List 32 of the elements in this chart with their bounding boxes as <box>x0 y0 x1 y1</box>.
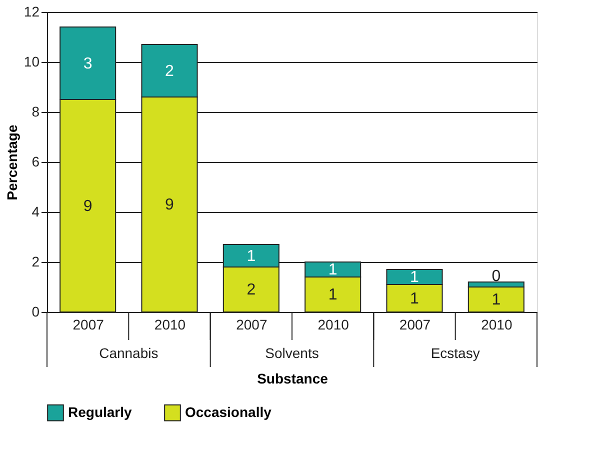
data-label: 1 <box>246 248 256 265</box>
y-tick-label: 4 <box>32 204 40 220</box>
x-tick-label: 2010 <box>481 316 512 332</box>
text: Solvents <box>265 345 319 361</box>
data-label: 1 <box>410 269 420 286</box>
data-label: 3 <box>83 55 92 72</box>
x-axis-title: Substance <box>257 370 328 386</box>
legend-label: Regularly <box>68 404 132 420</box>
y-tick-label: 10 <box>24 54 40 70</box>
y-tick-label: 2 <box>32 254 40 270</box>
data-label: 9 <box>165 196 174 214</box>
y-tick-label: 8 <box>32 104 40 120</box>
legend-label: Occasionally <box>185 404 272 420</box>
y-tick-label: 12 <box>24 4 40 20</box>
y-tick-label: 0 <box>32 304 40 320</box>
text: Cannabis <box>99 345 158 361</box>
data-label: 1 <box>410 290 420 308</box>
y-axis-title: Percentage <box>4 124 20 200</box>
data-label: 1 <box>328 262 338 278</box>
data-label: 2 <box>246 282 256 298</box>
y-tick-label: 6 <box>32 154 40 170</box>
data-label: 1 <box>328 286 338 304</box>
data-label: 9 <box>83 198 92 215</box>
x-tick-label: 2010 <box>318 316 350 332</box>
x-tick-label: 2007 <box>236 316 268 332</box>
data-label: 2 <box>165 62 174 80</box>
x-tick-label: 2007 <box>399 316 431 332</box>
x-tick-label: 2007 <box>72 316 104 332</box>
data-label: 0 <box>492 268 501 285</box>
data-label: 1 <box>492 292 501 308</box>
text: Ecstasy <box>430 345 480 361</box>
x-tick-label: 2010 <box>154 316 186 332</box>
